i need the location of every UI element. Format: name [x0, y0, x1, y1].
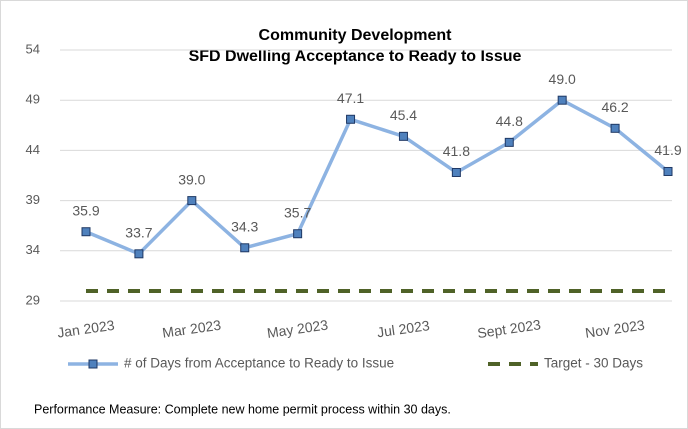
data-marker [504, 137, 514, 147]
data-marker [134, 249, 144, 259]
legend-label: # of Days from Acceptance to Ready to Is… [124, 356, 394, 371]
data-marker [610, 123, 620, 133]
data-marker [187, 196, 197, 206]
data-marker [451, 167, 461, 177]
data-label: 35.7 [284, 204, 311, 220]
y-tick-label: 34 [26, 242, 40, 257]
legend-marker [88, 359, 98, 369]
data-marker [663, 166, 673, 176]
data-label: 39.0 [178, 171, 205, 187]
data-label: 34.3 [231, 218, 258, 234]
data-label: 46.2 [601, 99, 628, 115]
data-label: 41.8 [443, 143, 470, 159]
data-marker [240, 243, 250, 253]
footnote: Performance Measure: Complete new home p… [34, 402, 451, 416]
y-tick-label: 49 [26, 92, 40, 107]
data-label: 44.8 [496, 113, 523, 129]
data-label: 47.1 [337, 90, 364, 106]
x-tick-label: Jul 2023 [376, 317, 431, 340]
data-marker [346, 114, 356, 124]
data-marker [398, 131, 408, 141]
y-tick-label: 54 [26, 41, 40, 56]
y-tick-label: 29 [26, 292, 40, 307]
data-label: 35.9 [72, 202, 99, 218]
data-line [85, 98, 670, 256]
y-tick-label: 44 [26, 142, 40, 157]
data-label: 49.0 [549, 71, 576, 87]
legend-label: Target - 30 Days [544, 356, 643, 371]
y-tick-label: 39 [26, 192, 40, 207]
data-label: 45.4 [390, 107, 417, 123]
data-label: 41.9 [654, 142, 681, 158]
data-marker [293, 229, 303, 239]
chart-title: Community Development [259, 27, 453, 44]
x-tick-label: Jan 2023 [56, 317, 115, 341]
data-label: 33.7 [125, 225, 152, 241]
data-marker [557, 95, 567, 105]
data-marker [81, 227, 91, 237]
chart-subtitle: SFD Dwelling Acceptance to Ready to Issu… [189, 48, 522, 65]
